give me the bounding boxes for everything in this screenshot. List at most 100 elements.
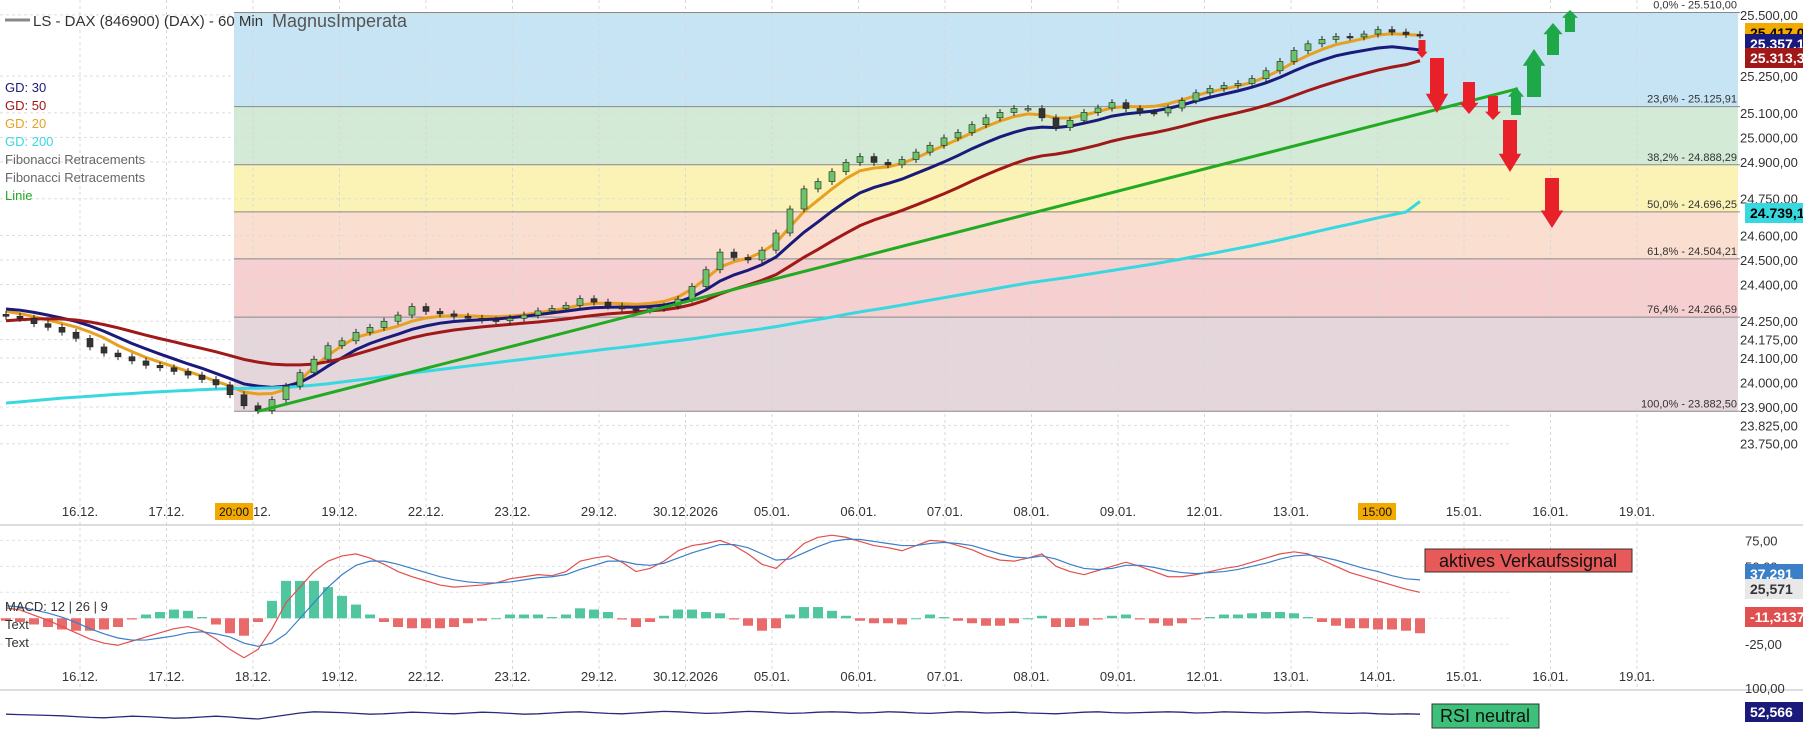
fib-zone — [234, 317, 1738, 412]
macd-histogram-bar — [1107, 615, 1117, 619]
macd-histogram-bar — [1205, 617, 1215, 619]
macd-histogram-bar — [1275, 612, 1285, 619]
candle-body — [982, 117, 990, 125]
candle-body — [478, 317, 486, 321]
candle-body — [1220, 85, 1228, 89]
candle-body — [30, 317, 38, 324]
candle-body — [198, 374, 206, 380]
macd-histogram-bar — [1233, 614, 1243, 619]
macd-histogram-bar — [561, 614, 571, 619]
candle-body — [114, 352, 122, 358]
candle-body — [1010, 108, 1018, 113]
macd-legend-entry: Text — [5, 617, 29, 632]
macd-histogram-bar — [519, 614, 529, 619]
macd-histogram-bar — [729, 618, 739, 620]
candle-body — [506, 317, 514, 322]
y-tick-label: 24.100,00 — [1740, 351, 1798, 366]
macd-histogram-bar — [183, 610, 193, 619]
candle-body — [716, 251, 724, 271]
macd-histogram-bar — [477, 618, 487, 621]
candle-body — [926, 144, 934, 153]
macd-histogram-bar — [1177, 618, 1187, 624]
macd-signal-text: aktives Verkaufssignal — [1439, 551, 1617, 571]
macd-histogram-bar — [407, 618, 417, 629]
macd-histogram-bar — [239, 618, 249, 636]
macd-histogram-bar — [379, 618, 389, 623]
chart-title: LS - DAX (846900) (DAX) - 60 Min — [33, 13, 263, 30]
fib-level-label: 100,0% - 23.882,50 — [1641, 398, 1737, 410]
macd-histogram-bar — [897, 618, 907, 625]
macd-histogram-bar — [743, 618, 753, 626]
macd-price-tag-text: 37,291 — [1750, 566, 1793, 582]
macd-histogram-bar — [127, 618, 137, 620]
x-tick-label: 13.01. — [1273, 504, 1309, 519]
macd-signal-tag-text: 25,571 — [1750, 581, 1793, 597]
signal-arrow-down — [1485, 96, 1501, 120]
x-tick-label: 19.01. — [1619, 504, 1655, 519]
candle-body — [184, 371, 192, 376]
fib-level-label: 38,2% - 24.888,29 — [1647, 152, 1737, 164]
macd-histogram-bar — [491, 618, 501, 620]
macd-histogram-bar — [15, 618, 25, 623]
signal-arrow-up — [1543, 23, 1563, 55]
x-tick-label: 16.12. — [62, 504, 98, 519]
macd-histogram-bar — [1261, 612, 1271, 619]
x-tick-label: 29.12. — [581, 504, 617, 519]
x-tick-label: 30.12.2026 — [653, 504, 718, 519]
macd-histogram-bar — [631, 618, 641, 627]
macd-histogram-bar — [883, 618, 893, 624]
candle-body — [1304, 43, 1312, 51]
macd-histogram-bar — [169, 609, 179, 619]
x-tick-label: 15.01. — [1446, 504, 1482, 519]
y-tick-label: 24.250,00 — [1740, 314, 1798, 329]
x-tick-label: 08.01. — [1013, 504, 1049, 519]
macd-histogram-bar — [1345, 618, 1355, 629]
candle-body — [1402, 31, 1410, 35]
candle-body — [968, 124, 976, 133]
signal-arrow-down — [1498, 120, 1522, 172]
candle-body — [1248, 78, 1256, 84]
candle-body — [1388, 29, 1396, 33]
candle-body — [408, 306, 416, 316]
fib-level-label: 23,6% - 25.125,91 — [1647, 94, 1737, 106]
candle-body — [16, 316, 24, 319]
macd-histogram-bar — [505, 614, 515, 619]
candle-body — [688, 286, 696, 300]
price-tag-gd50-text: 25.313,3 — [1750, 50, 1803, 66]
ma-line-50 — [5, 59, 1421, 367]
y-tick-label: 24.750,00 — [1740, 192, 1798, 207]
macd-histogram-bar — [1135, 618, 1145, 620]
candle-body — [1024, 108, 1032, 111]
fib-level-label: 0,0% - 25.510,00 — [1653, 0, 1737, 11]
x-tick-label: 06.01. — [840, 504, 876, 519]
macd-histogram-bar — [295, 580, 305, 619]
rsi-signal-text: RSI neutral — [1440, 706, 1530, 726]
macd-histogram-bar — [1219, 614, 1229, 619]
macd-histogram-bar — [1401, 618, 1411, 631]
macd-legend-entry: Text — [5, 635, 29, 650]
candle-body — [58, 327, 66, 333]
indicator-legend-entry: Fibonacci Retracements — [5, 152, 146, 167]
candle-body — [380, 320, 388, 328]
candle-body — [1136, 108, 1144, 113]
macd-histogram-tag — [1745, 607, 1803, 627]
macd-histogram-bar — [925, 614, 935, 619]
macd-histogram-bar — [1065, 618, 1075, 627]
candle-body — [44, 323, 52, 328]
chart-author: MagnusImperata — [272, 11, 408, 31]
candle-body — [870, 156, 878, 163]
candle-body — [1332, 36, 1340, 40]
time-highlight-end-label: 15:00 — [1362, 505, 1392, 519]
rsi-y-tick-label: 100,00 — [1745, 681, 1785, 696]
macd-histogram-bar — [197, 617, 207, 619]
fib-zone — [234, 258, 1738, 318]
x-tick-label: 19.12. — [321, 504, 357, 519]
macd-histogram-bar — [659, 615, 669, 619]
candle-body — [86, 338, 94, 348]
macd-histogram-bar — [463, 618, 473, 624]
macd-histogram-bar — [1051, 618, 1061, 627]
signal-arrow-up — [1562, 10, 1578, 32]
price-tag-gd200-text: 24.739,1 — [1750, 205, 1803, 221]
x-tick-label: 16.12. — [62, 669, 98, 684]
macd-histogram-bar — [575, 608, 585, 619]
